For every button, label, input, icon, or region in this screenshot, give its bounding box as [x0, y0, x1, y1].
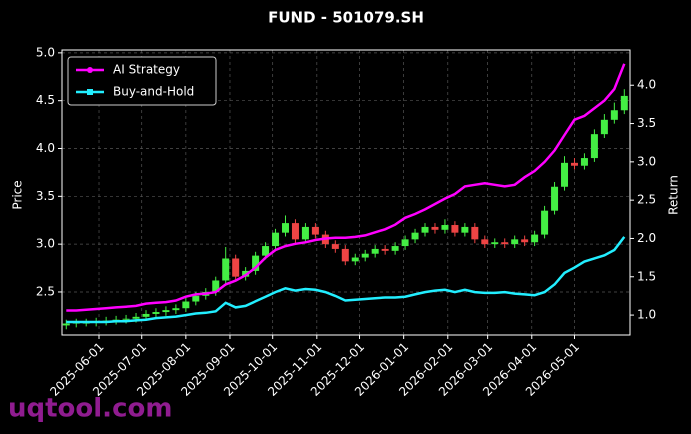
- candle-body: [122, 318, 130, 320]
- candle-body: [371, 248, 379, 254]
- legend-marker: [87, 89, 93, 95]
- candle-body: [541, 210, 549, 235]
- candle-body: [192, 295, 200, 302]
- candle-body: [461, 226, 469, 233]
- candle-body: [551, 186, 559, 211]
- legend-box: [67, 56, 217, 106]
- candle-body: [172, 308, 180, 311]
- legend: AI Strategy Buy-and-Hold: [67, 56, 217, 106]
- y2-tick-label: 3.0: [637, 154, 656, 168]
- candle-body: [272, 232, 280, 247]
- candle-body: [511, 239, 519, 245]
- candle-body: [311, 226, 319, 235]
- y-tick-label: 4.0: [36, 141, 55, 155]
- candle-body: [391, 246, 399, 251]
- candle-body: [152, 312, 160, 314]
- candle-body: [281, 223, 289, 233]
- candle-body: [351, 257, 359, 262]
- series-line: [66, 63, 626, 312]
- candle-body: [222, 258, 230, 281]
- y-axis-label: Price: [11, 180, 25, 209]
- y2-tick-label: 2.5: [637, 193, 656, 207]
- y-tick-label: 3.0: [36, 237, 55, 251]
- candle-body: [590, 134, 598, 159]
- candle-body: [62, 323, 70, 326]
- candle-body: [521, 239, 529, 243]
- candle-body: [132, 316, 140, 319]
- legend-label: AI Strategy: [113, 63, 180, 77]
- candle-body: [301, 226, 309, 240]
- y2-tick-label: 4.0: [637, 78, 656, 92]
- candle-body: [411, 232, 419, 240]
- candle-body: [182, 301, 190, 309]
- candle-body: [262, 246, 270, 256]
- y2-tick-label: 3.5: [637, 116, 656, 130]
- candle-body: [421, 226, 429, 233]
- candle-body: [341, 248, 349, 262]
- candle-body: [491, 242, 499, 245]
- candle-body: [162, 310, 170, 313]
- y2-tick-label: 2.0: [637, 231, 656, 245]
- candle-body: [580, 158, 588, 166]
- y-tick-label: 4.5: [36, 93, 55, 107]
- chart-title: FUND - 501079.SH: [268, 9, 424, 27]
- candle-body: [531, 234, 539, 243]
- candle-body: [331, 244, 339, 249]
- watermark: uqtool.com: [8, 394, 172, 424]
- legend-marker: [87, 67, 93, 73]
- candle-body: [431, 226, 439, 230]
- candle-body: [570, 162, 578, 166]
- y2-tick-label: 1.5: [637, 269, 656, 283]
- candle-body: [361, 253, 369, 258]
- legend-label: Buy-and-Hold: [113, 85, 194, 99]
- candle-body: [441, 225, 449, 230]
- plot-frame: [61, 49, 631, 336]
- candle-body: [252, 255, 260, 271]
- candle-body: [232, 258, 240, 277]
- candle-body: [401, 239, 409, 247]
- series-line: [66, 236, 626, 324]
- y2-tick-label: 1.0: [637, 308, 656, 322]
- candle-body: [471, 226, 479, 240]
- candle-body: [481, 239, 489, 245]
- candle-body: [451, 225, 459, 233]
- candle-body: [561, 162, 569, 187]
- candle-body: [212, 280, 220, 292]
- candle-body: [600, 119, 608, 135]
- y2-axis-label: Return: [667, 175, 681, 215]
- candle-body: [610, 110, 618, 120]
- candle-body: [501, 242, 509, 245]
- candle-body: [142, 313, 150, 317]
- candle-body: [381, 248, 389, 251]
- candle-body: [620, 95, 628, 111]
- y-tick-label: 5.0: [36, 45, 55, 59]
- candle-body: [291, 223, 299, 240]
- y-tick-label: 3.5: [36, 189, 55, 203]
- y-tick-label: 2.5: [36, 284, 55, 298]
